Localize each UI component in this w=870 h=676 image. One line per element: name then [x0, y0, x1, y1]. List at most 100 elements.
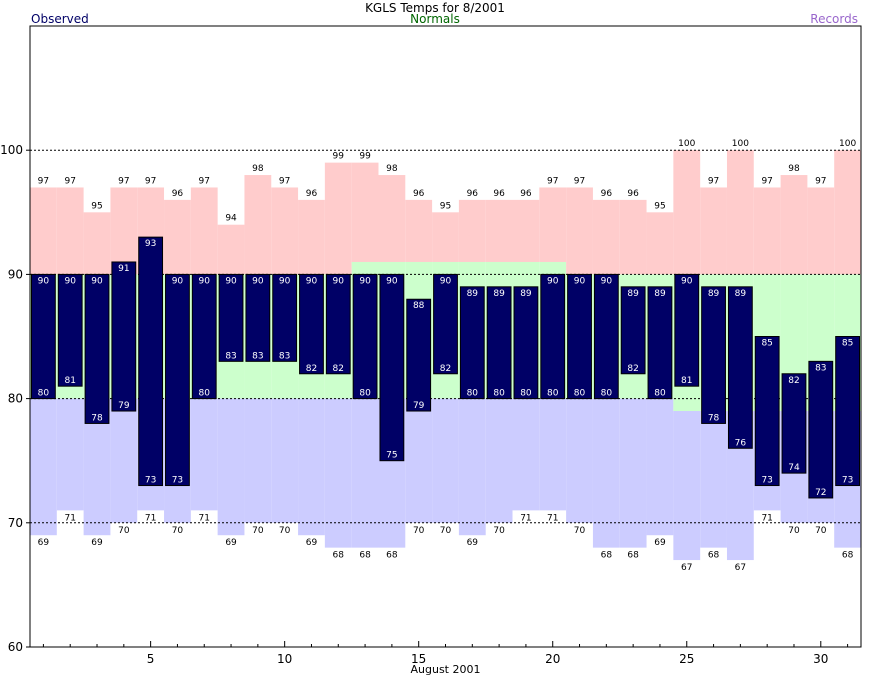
y-tick-label: 80: [8, 392, 23, 406]
record-low-band: [512, 398, 540, 511]
record-low-label: 71: [761, 513, 772, 523]
record-low-label: 71: [547, 513, 558, 523]
observed-high-label: 90: [279, 276, 291, 286]
observed-bar: [567, 273, 592, 400]
legend-records: Records: [810, 12, 858, 26]
record-high-band: [458, 199, 486, 262]
observed-bar: [31, 273, 56, 400]
observed-low-label: 79: [118, 401, 130, 411]
observed-low-label: 82: [333, 364, 344, 374]
record-high-band: [432, 212, 459, 262]
record-low-band: [458, 398, 486, 536]
observed-low-label: 80: [199, 389, 211, 399]
observed-low-label: 76: [735, 438, 747, 448]
record-low-band: [30, 398, 57, 536]
record-high-label: 96: [467, 189, 479, 199]
record-high-band: [592, 199, 620, 275]
record-high-band: [298, 199, 325, 275]
observed-bar: [299, 273, 324, 375]
record-low-band: [217, 398, 245, 536]
record-high-label: 97: [815, 176, 826, 186]
record-low-label: 71: [520, 513, 531, 523]
observed-high-label: 89: [735, 289, 747, 299]
observed-high-label: 93: [145, 239, 156, 249]
record-low-label: 67: [735, 563, 746, 573]
record-high-label: 97: [708, 176, 719, 186]
observed-low-label: 82: [627, 364, 638, 374]
observed-low-label: 80: [654, 389, 666, 399]
record-high-label: 96: [493, 189, 505, 199]
record-high-band: [378, 175, 406, 262]
record-high-label: 100: [678, 139, 695, 149]
record-high-label: 96: [306, 189, 318, 199]
observed-high-label: 90: [601, 276, 613, 286]
observed-bar: [165, 273, 190, 487]
record-low-band: [244, 398, 272, 523]
record-low-band: [110, 398, 138, 523]
observed-high-label: 90: [172, 276, 184, 286]
observed-high-label: 90: [64, 276, 76, 286]
record-high-label: 94: [225, 214, 237, 224]
record-high-band: [780, 175, 808, 275]
record-high-band: [83, 212, 111, 275]
record-high-label: 98: [788, 164, 800, 174]
record-high-band: [271, 187, 299, 275]
record-low-label: 70: [413, 526, 425, 536]
x-tick-label: 10: [277, 652, 292, 666]
record-low-label: 68: [627, 551, 639, 561]
observed-high-label: 83: [815, 363, 826, 373]
x-tick-label: 30: [813, 652, 828, 666]
observed-high-label: 89: [627, 289, 639, 299]
observed-bar: [808, 360, 834, 499]
observed-bar: [379, 273, 405, 462]
record-high-label: 97: [118, 176, 129, 186]
record-low-label: 69: [38, 538, 50, 548]
record-high-band: [619, 199, 647, 275]
record-high-band: [217, 224, 245, 275]
x-tick-label: 20: [545, 652, 560, 666]
observed-bar: [727, 286, 753, 449]
record-high-band: [244, 175, 272, 275]
record-low-band: [324, 398, 352, 548]
record-high-label: 99: [333, 152, 345, 162]
observed-low-label: 78: [708, 413, 720, 423]
observed-high-label: 88: [413, 301, 425, 311]
observed-bar: [701, 286, 726, 424]
observed-bar: [325, 273, 351, 375]
record-low-label: 71: [64, 513, 75, 523]
observed-high-label: 90: [199, 276, 211, 286]
observed-low-label: 75: [386, 451, 397, 461]
observed-high-label: 82: [788, 376, 799, 386]
observed-bar: [352, 273, 378, 400]
record-high-label: 97: [145, 176, 156, 186]
observed-low-label: 80: [574, 389, 586, 399]
observed-high-label: 90: [38, 276, 50, 286]
record-low-label: 70: [788, 526, 800, 536]
record-low-label: 70: [440, 526, 452, 536]
record-high-band: [539, 187, 567, 262]
record-high-label: 96: [627, 189, 639, 199]
record-low-label: 70: [252, 526, 264, 536]
observed-low-label: 83: [225, 351, 236, 361]
observed-high-label: 90: [574, 276, 586, 286]
record-low-band: [432, 398, 459, 523]
y-tick-label: 90: [8, 267, 23, 281]
record-high-label: 100: [839, 139, 856, 149]
record-low-label: 67: [681, 563, 692, 573]
observed-bar: [620, 286, 646, 375]
record-low-band: [298, 398, 325, 536]
record-low-label: 68: [708, 551, 720, 561]
observed-bar: [218, 273, 244, 362]
record-high-band: [753, 187, 781, 275]
observed-bar: [138, 236, 164, 487]
observed-high-label: 90: [547, 276, 559, 286]
observed-low-label: 80: [520, 389, 532, 399]
observed-high-label: 90: [681, 276, 693, 286]
observed-bar: [674, 273, 700, 387]
observed-low-label: 80: [547, 389, 559, 399]
record-high-band: [700, 187, 727, 275]
observed-bar: [111, 261, 137, 412]
observed-low-label: 82: [306, 364, 317, 374]
record-low-label: 71: [145, 513, 156, 523]
